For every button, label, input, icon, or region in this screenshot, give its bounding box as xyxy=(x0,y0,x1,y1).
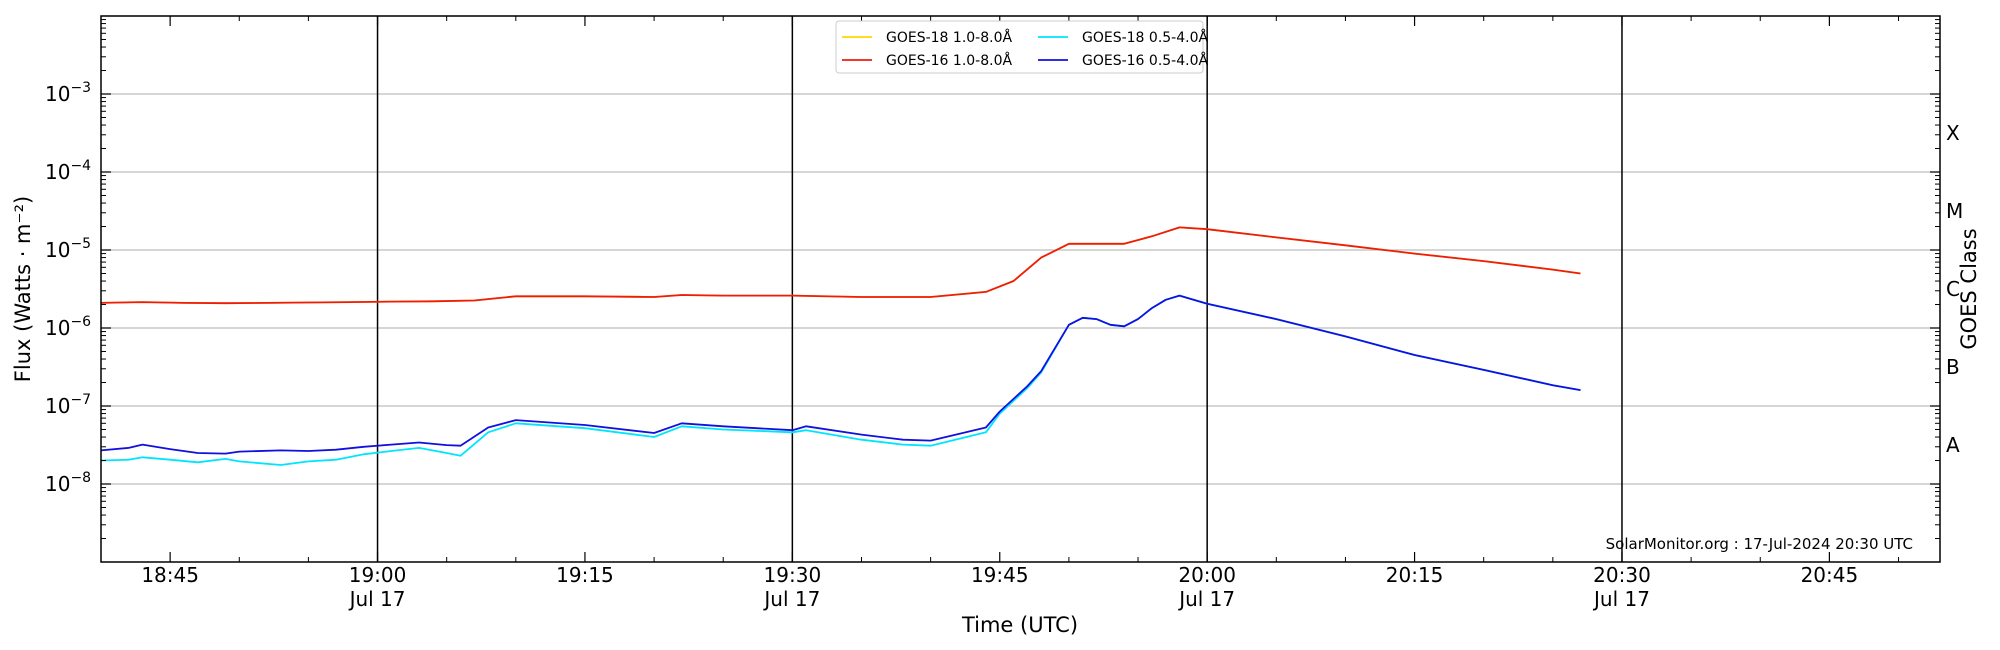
series-line xyxy=(100,226,1581,305)
y-tick-label: 10−6 xyxy=(45,314,91,340)
series-line xyxy=(100,294,1581,466)
x-tick-date-label: Jul 17 xyxy=(1177,587,1235,611)
goes-class-label: X xyxy=(1946,121,1960,145)
legend-box xyxy=(835,20,1204,74)
series-line xyxy=(100,226,1581,305)
x-tick-date-label: Jul 17 xyxy=(1592,587,1650,611)
plot-frame xyxy=(100,15,1941,563)
series-lines xyxy=(100,226,1581,466)
day-marker-lines xyxy=(376,16,1623,562)
legend-label: GOES-18 0.5-4.0Å xyxy=(1082,29,1208,46)
goes-class-label: M xyxy=(1946,199,1963,223)
legend-label: GOES-16 0.5-4.0Å xyxy=(1082,52,1208,69)
y-tick-label: 10−8 xyxy=(45,470,91,496)
x-tick-label: 20:30 xyxy=(1593,563,1651,587)
y-tick-label: 10−5 xyxy=(45,236,91,262)
goes-class-labels: A B C M X xyxy=(1946,121,1963,457)
y-tick-label: 10−3 xyxy=(45,80,91,106)
x-tick-label: 19:15 xyxy=(556,563,614,587)
goes-class-label: B xyxy=(1946,355,1960,379)
x-tick-label: 19:00 xyxy=(349,563,407,587)
y-axis-ticks: 10−8 10−7 10−6 10−5 10−4 10−3 xyxy=(45,19,1940,540)
x-tick-date-label: Jul 17 xyxy=(348,587,406,611)
legend-label: GOES-18 1.0-8.0Å xyxy=(886,29,1012,46)
x-tick-label: 20:45 xyxy=(1801,563,1859,587)
x-tick-label: 19:30 xyxy=(764,563,822,587)
legend-label: GOES-16 1.0-8.0Å xyxy=(886,52,1012,69)
x-tick-label: 20:00 xyxy=(1178,563,1236,587)
y-tick-label: 10−4 xyxy=(45,158,91,184)
x-axis-label: Time (UTC) xyxy=(961,613,1078,637)
y2-axis-label: GOES Class xyxy=(1957,228,1981,349)
series-line xyxy=(100,294,1581,455)
x-tick-date-label: Jul 17 xyxy=(762,587,820,611)
x-tick-label: 20:15 xyxy=(1386,563,1444,587)
x-tick-label: 19:45 xyxy=(971,563,1029,587)
x-tick-label: 18:45 xyxy=(141,563,199,587)
legend: GOES-18 1.0-8.0Å GOES-16 1.0-8.0Å GOES-18 … xyxy=(835,20,1208,74)
y-axis-label: Flux (Watts · m⁻²) xyxy=(11,196,35,382)
goes-class-label: A xyxy=(1946,433,1960,457)
goes-class-label: C xyxy=(1946,277,1960,301)
y-tick-label: 10−7 xyxy=(45,392,91,418)
credit-text: SolarMonitor.org : 17-Jul-2024 20:30 UTC xyxy=(1606,535,1913,553)
